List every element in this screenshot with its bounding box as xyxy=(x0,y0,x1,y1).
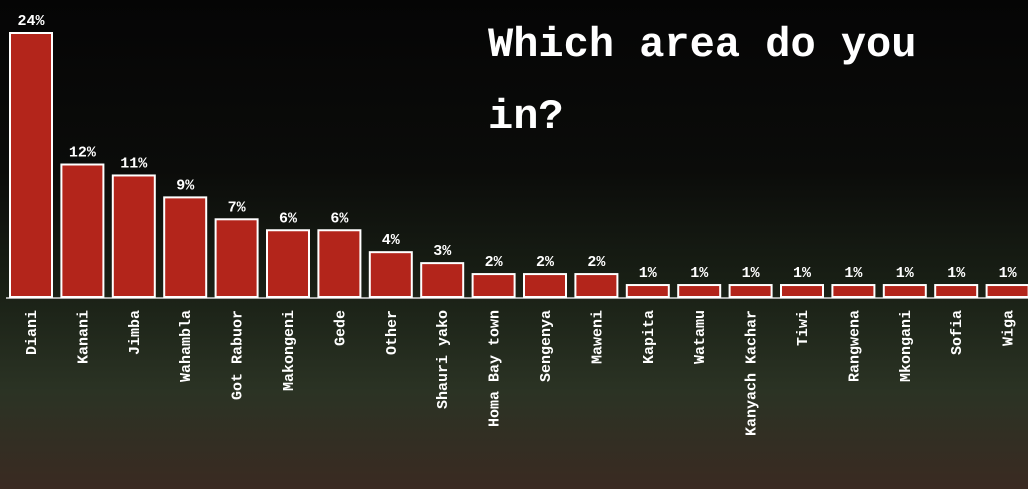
category-label: Sofia xyxy=(949,310,966,355)
category-label: Gede xyxy=(332,310,349,346)
category-label: Other xyxy=(384,310,401,355)
category-label: Watamu xyxy=(692,310,709,364)
value-label: 1% xyxy=(690,265,709,282)
bar xyxy=(574,273,619,299)
bar xyxy=(985,284,1028,298)
category-label: Kanyach Kachar xyxy=(744,310,761,436)
bar xyxy=(9,32,53,298)
bar xyxy=(934,284,979,298)
value-label: 2% xyxy=(587,254,606,271)
bar xyxy=(368,251,413,299)
bar xyxy=(420,262,465,298)
value-label: 4% xyxy=(382,232,401,249)
bar xyxy=(831,284,876,298)
bar xyxy=(780,284,824,298)
bar xyxy=(882,284,927,298)
value-label: 6% xyxy=(330,210,349,227)
category-label: Maweni xyxy=(589,310,606,364)
value-label: 2% xyxy=(536,254,555,271)
value-label: 1% xyxy=(896,265,915,282)
bar xyxy=(111,174,156,298)
category-label: Tiwi xyxy=(795,310,812,346)
bar xyxy=(728,284,773,298)
category-label: Makongeni xyxy=(281,310,298,391)
chart-title: in? xyxy=(488,93,564,141)
category-label: Wahambla xyxy=(178,310,195,382)
category-label: Homa Bay town xyxy=(487,310,504,427)
value-label: 24% xyxy=(17,13,45,30)
value-label: 7% xyxy=(228,199,247,216)
value-label: 1% xyxy=(947,265,966,282)
bar xyxy=(317,229,362,298)
bar xyxy=(60,163,105,298)
category-label: Kapita xyxy=(641,310,658,364)
value-label: 1% xyxy=(793,265,812,282)
category-label: Wiga xyxy=(1001,310,1018,346)
category-label: Diani xyxy=(24,310,41,355)
bar xyxy=(214,218,259,299)
chart-title: Which area do you xyxy=(488,21,916,69)
category-label: Shauri yako xyxy=(435,310,452,409)
value-label: 6% xyxy=(279,210,298,227)
bar xyxy=(625,284,670,298)
category-label: Jimba xyxy=(127,310,144,355)
category-label: Mkongani xyxy=(898,310,915,382)
value-label: 12% xyxy=(69,145,97,162)
value-label: 1% xyxy=(742,265,761,282)
bar xyxy=(163,196,208,298)
value-label: 1% xyxy=(844,265,863,282)
category-label: Rangwena xyxy=(846,310,863,382)
value-label: 1% xyxy=(999,265,1018,282)
bar xyxy=(266,229,310,298)
category-label: Sengenya xyxy=(538,310,555,382)
bar xyxy=(677,284,722,298)
category-label: Got Rabuor xyxy=(230,310,247,400)
value-label: 3% xyxy=(433,243,452,260)
value-label: 2% xyxy=(485,254,504,271)
value-label: 9% xyxy=(176,177,195,194)
category-label: Kanani xyxy=(75,310,92,364)
value-label: 1% xyxy=(639,265,658,282)
value-label: 11% xyxy=(120,155,148,172)
bar xyxy=(471,273,516,299)
bar xyxy=(523,273,567,299)
